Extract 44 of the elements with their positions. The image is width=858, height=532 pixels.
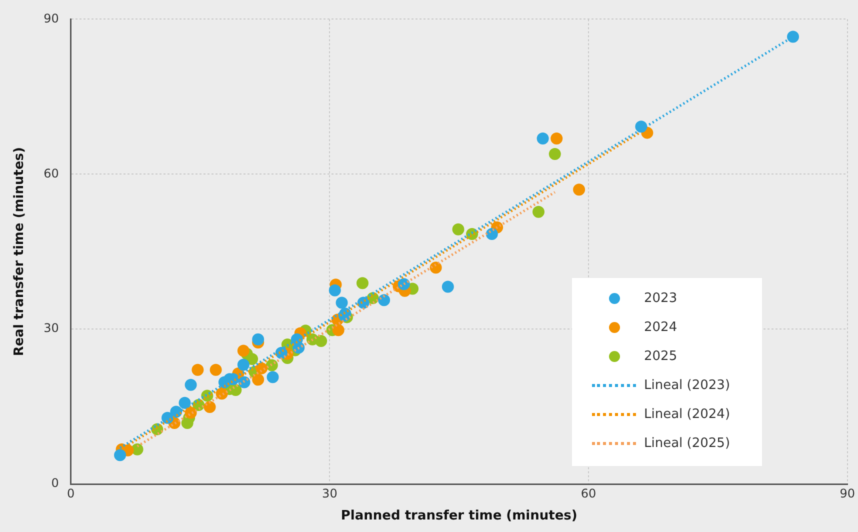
x-tick-label: 30 (322, 486, 338, 500)
point (178, 396, 191, 409)
point (536, 132, 549, 144)
point (573, 184, 586, 196)
point (532, 206, 544, 218)
point (237, 344, 250, 357)
y-axis-title: Real transfer time (minutes) (12, 147, 28, 356)
point (246, 353, 258, 366)
point (378, 294, 390, 306)
y-tick-label: 30 (44, 321, 59, 336)
legend-label: Lineal (2023) (644, 378, 732, 393)
y-tick-label: 0 (51, 476, 59, 490)
x-tick-label: 60 (580, 486, 596, 500)
point (550, 132, 563, 144)
point (328, 284, 341, 296)
point (635, 120, 648, 133)
legend-label: Lineal (2024) (644, 407, 732, 422)
x-tick-label: 0 (67, 486, 75, 500)
point (252, 333, 264, 346)
point (184, 378, 197, 391)
y-tick-label: 60 (44, 166, 59, 180)
point (266, 371, 279, 384)
legend-label: Lineal (2025) (644, 436, 732, 451)
point (486, 228, 498, 240)
point (787, 30, 800, 43)
point (356, 277, 368, 290)
point (336, 296, 348, 309)
point (114, 449, 126, 462)
point (315, 334, 328, 347)
point (192, 364, 204, 376)
point (237, 358, 250, 371)
point (332, 324, 344, 336)
point (210, 364, 222, 376)
point (442, 280, 454, 293)
legend-label: 2024 (644, 320, 678, 335)
point (252, 374, 264, 386)
point (204, 401, 216, 414)
legend-label: 2023 (644, 291, 678, 306)
point (452, 223, 464, 236)
y-tick-label: 90 (44, 11, 59, 26)
legend-label: 2025 (644, 349, 678, 364)
point (548, 148, 561, 160)
x-tick-label: 90 (840, 486, 856, 500)
x-axis-title: Planned transfer time (minutes) (340, 508, 578, 524)
